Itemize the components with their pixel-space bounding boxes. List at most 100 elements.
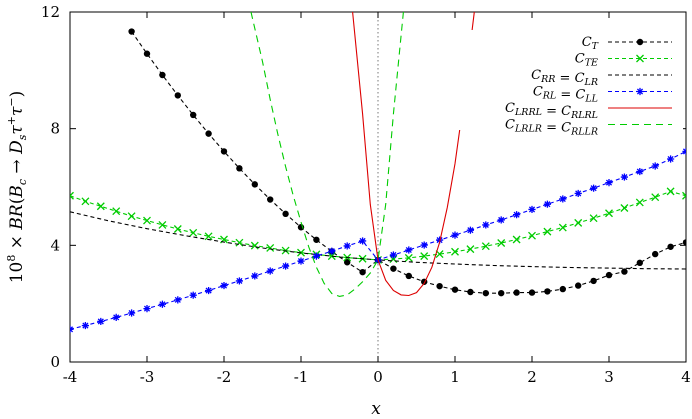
data-point-4 (389, 251, 397, 259)
data-point-2 (589, 214, 598, 223)
data-point-2 (158, 220, 167, 229)
data-point-4 (189, 291, 197, 299)
data-point-4 (220, 281, 228, 290)
x-tick-label: 2 (527, 368, 537, 386)
data-point-2 (250, 241, 259, 250)
data-point-4 (359, 237, 367, 245)
data-point-1 (667, 243, 674, 250)
legend-background (418, 30, 683, 130)
data-point-1 (390, 265, 397, 272)
data-point-2 (543, 227, 552, 236)
data-point-1 (467, 288, 474, 296)
data-point-4 (328, 247, 336, 255)
data-point-1 (236, 165, 243, 172)
data-point-1 (652, 250, 659, 258)
y-tick-label: 0 (50, 353, 60, 371)
data-point-1 (190, 111, 197, 119)
data-point-4 (466, 226, 474, 234)
data-point-2 (466, 245, 475, 254)
data-point-4 (528, 205, 536, 214)
data-point-4 (112, 313, 120, 321)
data-point-1 (297, 224, 305, 231)
data-point-1 (513, 289, 520, 296)
data-point-legend-4 (636, 87, 644, 96)
data-point-2 (112, 207, 121, 216)
data-point-4 (266, 267, 274, 275)
data-point-4 (251, 272, 259, 280)
data-point-4 (482, 221, 490, 229)
legend-item-5: CLRRL = CRLRL (505, 101, 672, 121)
data-point-4 (651, 162, 659, 170)
data-point-1 (590, 277, 597, 285)
data-point-4 (559, 195, 567, 203)
x-tick-label: -2 (217, 368, 232, 386)
data-point-1 (143, 50, 151, 57)
data-point-1 (605, 271, 613, 279)
data-point-4 (70, 325, 74, 333)
data-point-2 (481, 242, 490, 251)
data-point-2 (189, 228, 198, 237)
y-tick-label: 8 (50, 120, 60, 138)
data-point-1 (251, 181, 258, 188)
data-point-1 (498, 289, 505, 297)
data-point-legend-1 (636, 38, 644, 46)
data-point-4 (636, 167, 644, 176)
legend-item-6: CLRLR = CRLLR (505, 118, 672, 138)
data-point-4 (235, 277, 243, 285)
data-point-4 (343, 242, 351, 250)
series-5 (352, 12, 475, 297)
data-point-2 (96, 202, 105, 211)
data-point-1 (159, 71, 166, 79)
data-point-4 (282, 262, 290, 270)
data-point-2 (127, 212, 136, 221)
legend-label: CTE (575, 52, 598, 69)
series-6 (250, 12, 404, 297)
data-point-4 (451, 231, 459, 239)
x-tick-label: 0 (373, 368, 383, 386)
data-point-2 (204, 232, 213, 241)
data-point-2 (235, 238, 244, 247)
series-layer (70, 12, 686, 333)
data-point-1 (344, 259, 351, 266)
data-point-2 (512, 235, 521, 244)
x-tick-label: 3 (604, 368, 614, 386)
data-point-2 (173, 225, 182, 233)
data-point-4 (97, 317, 105, 326)
data-point-4 (205, 286, 213, 295)
x-tick-label: 4 (681, 368, 691, 386)
data-point-1 (482, 289, 489, 297)
data-point-4 (312, 252, 320, 260)
x-axis-label: x (371, 399, 381, 419)
data-point-1 (359, 268, 366, 276)
data-point-1 (205, 130, 212, 137)
data-point-2 (81, 197, 90, 206)
data-point-1 (220, 148, 228, 155)
data-point-1 (682, 239, 686, 246)
data-point-4 (605, 179, 613, 187)
data-point-4 (682, 147, 686, 156)
data-point-4 (405, 246, 413, 254)
data-point-1 (528, 289, 536, 296)
legend-label: CRL = CLL (533, 85, 598, 105)
data-point-4 (667, 155, 675, 163)
data-point-4 (497, 216, 505, 224)
data-point-1 (451, 286, 459, 293)
legend-label: CT (582, 35, 599, 52)
data-point-2 (666, 187, 675, 196)
data-point-2 (451, 247, 459, 256)
data-point-legend-2 (636, 54, 644, 63)
legend-item-4: CRL = CLL (533, 85, 672, 105)
data-point-4 (513, 211, 521, 219)
series-line-6 (250, 12, 404, 297)
y-tick-label: 4 (50, 236, 60, 254)
data-point-4 (420, 241, 428, 249)
data-point-1 (313, 236, 320, 243)
data-point-1 (128, 28, 135, 35)
data-point-1 (544, 288, 551, 295)
data-point-1 (405, 272, 412, 280)
legend-item-1: CT (582, 35, 672, 52)
data-point-1 (621, 268, 628, 275)
